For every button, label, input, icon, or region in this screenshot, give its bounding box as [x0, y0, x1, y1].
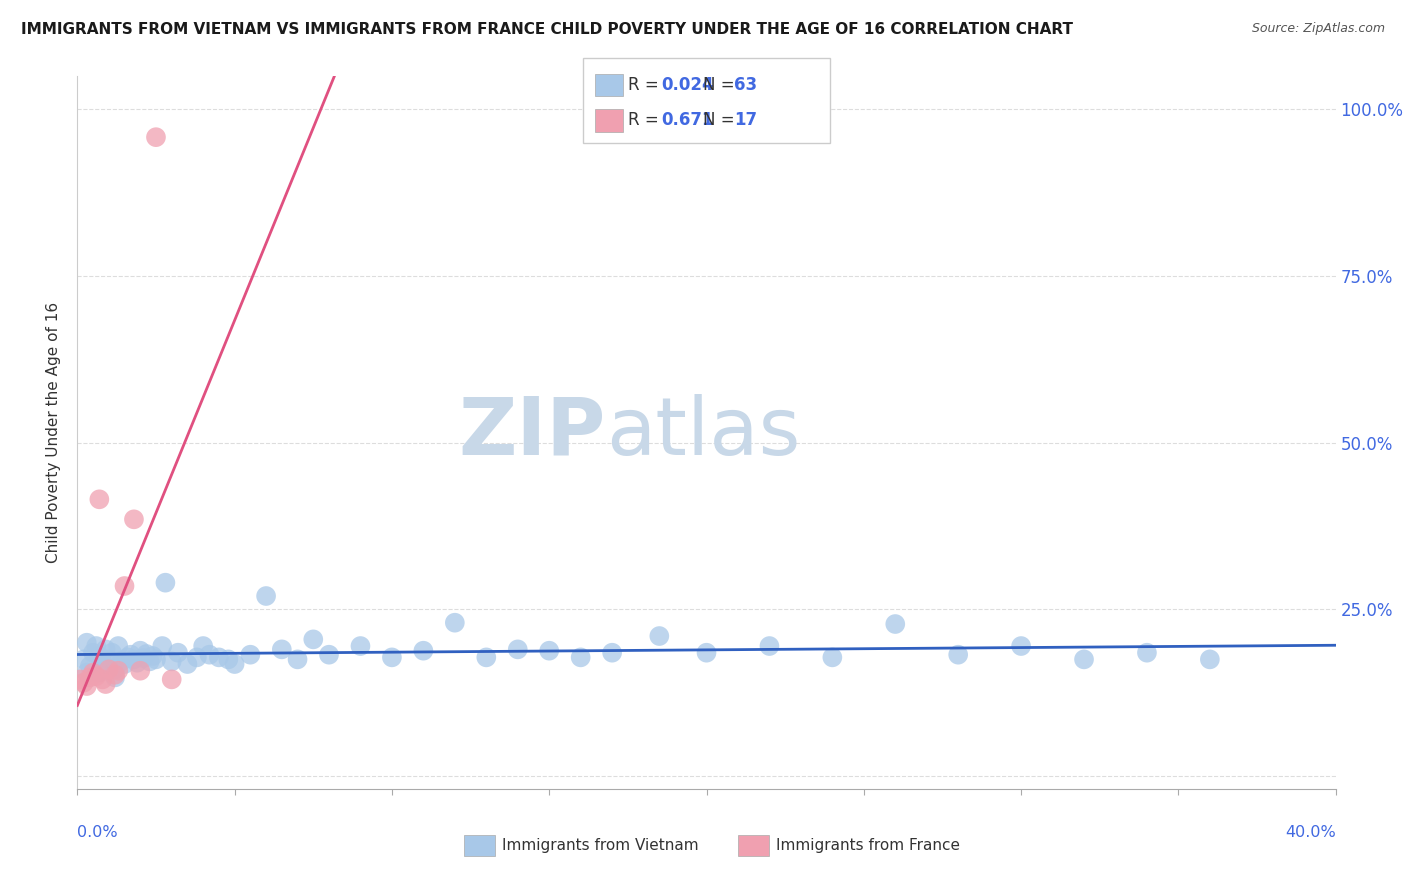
Text: IMMIGRANTS FROM VIETNAM VS IMMIGRANTS FROM FRANCE CHILD POVERTY UNDER THE AGE OF: IMMIGRANTS FROM VIETNAM VS IMMIGRANTS FR…	[21, 22, 1073, 37]
Text: 63: 63	[734, 76, 756, 94]
Point	[538, 643, 561, 657]
Point	[97, 652, 120, 666]
Point	[1010, 639, 1032, 653]
Point	[160, 654, 183, 668]
Point	[94, 642, 117, 657]
Point	[129, 664, 152, 678]
Point	[76, 679, 98, 693]
Point	[302, 632, 325, 647]
Text: 0.024: 0.024	[661, 76, 713, 94]
Point	[1199, 652, 1222, 666]
Point	[82, 665, 104, 680]
Point	[91, 673, 114, 687]
Point	[76, 665, 98, 680]
Point	[506, 642, 529, 657]
Point	[110, 654, 132, 668]
Point	[208, 650, 231, 665]
Point	[239, 648, 262, 662]
Point	[349, 639, 371, 653]
Point	[84, 669, 107, 683]
Text: atlas: atlas	[606, 393, 800, 472]
Point	[600, 646, 623, 660]
Point	[82, 646, 104, 660]
Point	[104, 670, 127, 684]
Point	[91, 656, 114, 670]
Point	[1136, 646, 1159, 660]
Point	[129, 643, 152, 657]
Point	[107, 664, 129, 678]
Point	[696, 646, 718, 660]
Point	[114, 579, 136, 593]
Point	[224, 657, 246, 671]
Point	[107, 639, 129, 653]
Point	[122, 652, 145, 666]
Point	[72, 652, 94, 666]
Y-axis label: Child Poverty Under the Age of 16: Child Poverty Under the Age of 16	[46, 302, 62, 563]
Text: 40.0%: 40.0%	[1285, 825, 1336, 840]
Point	[89, 492, 111, 507]
Point	[69, 673, 91, 687]
Text: 0.671: 0.671	[661, 112, 713, 129]
Point	[186, 650, 208, 665]
Point	[191, 639, 215, 653]
Text: Source: ZipAtlas.com: Source: ZipAtlas.com	[1251, 22, 1385, 36]
Point	[94, 677, 117, 691]
Point	[138, 654, 160, 668]
Text: N =: N =	[703, 112, 740, 129]
Point	[127, 656, 149, 670]
Point	[758, 639, 780, 653]
Point	[198, 648, 221, 662]
Point	[79, 659, 101, 673]
Point	[84, 639, 107, 653]
Point	[117, 650, 139, 665]
Point	[381, 650, 404, 665]
Point	[122, 512, 145, 526]
Point	[135, 647, 157, 661]
Text: N =: N =	[703, 76, 740, 94]
Text: Immigrants from France: Immigrants from France	[776, 838, 960, 853]
Point	[145, 652, 167, 666]
Text: ZIP: ZIP	[458, 393, 606, 472]
Point	[884, 617, 907, 632]
Point	[132, 651, 155, 665]
Text: 17: 17	[734, 112, 756, 129]
Point	[97, 662, 120, 676]
Point	[104, 662, 127, 676]
Point	[142, 648, 165, 663]
Point	[155, 575, 177, 590]
Text: Immigrants from Vietnam: Immigrants from Vietnam	[502, 838, 699, 853]
Text: 0.0%: 0.0%	[77, 825, 118, 840]
Point	[160, 673, 183, 687]
Point	[104, 667, 127, 681]
Point	[79, 670, 101, 684]
Point	[569, 650, 592, 665]
Point	[89, 648, 111, 663]
Point	[76, 636, 98, 650]
Text: R =: R =	[628, 76, 665, 94]
Point	[254, 589, 277, 603]
Point	[648, 629, 671, 643]
Point	[167, 646, 190, 660]
Point	[72, 675, 94, 690]
Point	[120, 648, 142, 662]
Point	[145, 130, 167, 145]
Point	[217, 652, 239, 666]
Point	[821, 650, 844, 665]
Point	[318, 648, 340, 662]
Point	[101, 646, 124, 660]
Point	[89, 665, 111, 680]
Point	[287, 652, 309, 666]
Point	[475, 650, 498, 665]
Point	[150, 639, 173, 653]
Point	[176, 657, 198, 671]
Point	[412, 643, 434, 657]
Text: R =: R =	[628, 112, 665, 129]
Point	[114, 657, 136, 671]
Point	[948, 648, 970, 662]
Point	[1073, 652, 1095, 666]
Point	[270, 642, 292, 657]
Point	[444, 615, 467, 630]
